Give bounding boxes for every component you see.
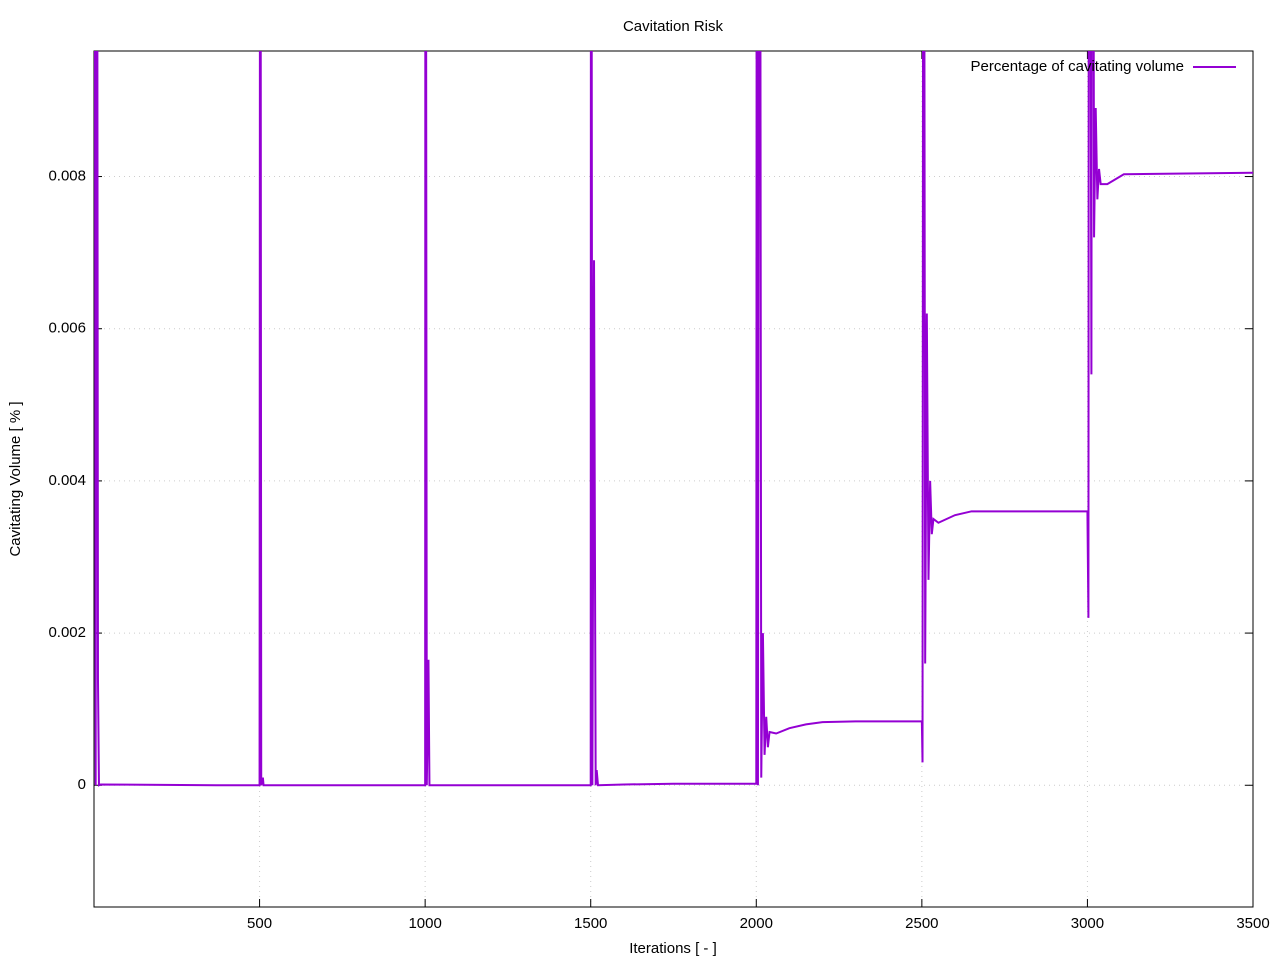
plot-frame (93, 50, 1254, 908)
x-tick-label: 1500 (574, 915, 607, 932)
x-tick-label: 3500 (1236, 915, 1269, 932)
data-line (94, 51, 1253, 787)
plot-area (94, 51, 1253, 787)
x-tick-label: 2000 (740, 915, 773, 932)
x-tick-label: 3000 (1071, 915, 1104, 932)
y-tick-label: 0.006 (48, 320, 86, 337)
y-tick-label: 0.008 (48, 168, 86, 185)
legend-label: Percentage of cavitating volume (971, 58, 1184, 75)
x-tick-label: 1000 (408, 915, 441, 932)
y-tick-label: 0.004 (48, 472, 86, 489)
y-tick-label: 0 (78, 776, 86, 793)
y-tick-label: 0.002 (48, 624, 86, 641)
x-tick-label: 2500 (905, 915, 938, 932)
x-tick-label: 500 (247, 915, 272, 932)
x-axis-label: Iterations [ - ] (629, 940, 717, 957)
y-axis-label: Cavitating Volume [ % ] (7, 401, 24, 556)
chart-title: Cavitation Risk (623, 18, 724, 35)
